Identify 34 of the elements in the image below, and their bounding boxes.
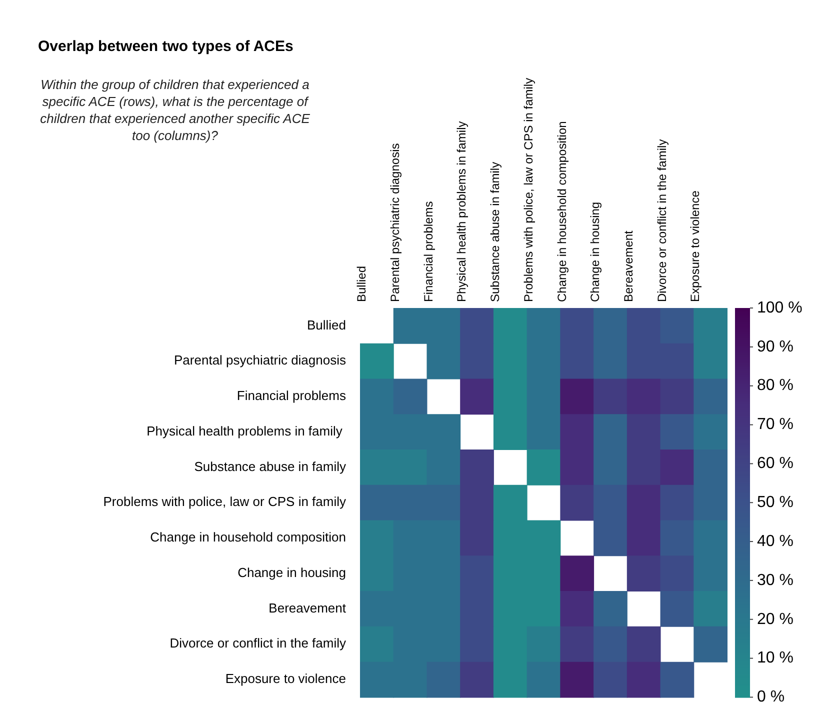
- y-tick-label: Bullied: [306, 317, 346, 332]
- y-tick-label: Physical health problems in family: [146, 423, 346, 438]
- x-tick-label: Change in household composition: [554, 121, 569, 302]
- y-tick-label: Change in household composition: [150, 530, 346, 545]
- y-tick-label: Bereavement: [268, 600, 346, 616]
- x-tick-label: Substance abuse in family: [488, 162, 502, 302]
- y-tick-label: Divorce or conflict in the family: [170, 636, 346, 651]
- color-bar-label: 30 %: [757, 572, 794, 589]
- x-tick-label: Bereavement: [622, 230, 636, 302]
- x-tick-label: Bullied: [354, 266, 369, 302]
- color-bar-label: 0 %: [757, 688, 785, 706]
- color-bar-label: 70 %: [757, 416, 794, 434]
- x-tick-label: Exposure to violence: [688, 190, 702, 302]
- x-tick-label: Change in housing: [588, 202, 602, 302]
- x-tick-label: Divorce or conflict in the family: [654, 139, 669, 302]
- y-tick-label: Parental psychiatric diagnosis: [174, 352, 346, 368]
- y-tick-label: Problems with police, law or CPS in family: [103, 494, 346, 510]
- color-bar-label: 50 %: [757, 494, 794, 512]
- text: Within the group of children that experienced a specific ACE (rows), what is the percentage of children that experienced another specific ACE too (columns)?: [40, 76, 310, 144]
- color-bar-label: 10 %: [757, 650, 794, 667]
- x-tick-label: Problems with police, law or CPS in family: [521, 78, 536, 302]
- x-tick-label: Financial problems: [421, 201, 436, 302]
- color-bar-label: 40 %: [757, 532, 794, 550]
- color-bar-label: 90 %: [757, 338, 794, 356]
- text: Overlap between two types of ACEs: [38, 38, 294, 55]
- color-bar-label: 60 %: [757, 455, 794, 472]
- x-tick-label: Physical health problems in family: [454, 121, 469, 302]
- y-tick-label: Substance abuse in family: [194, 458, 346, 474]
- y-tick-label: Change in housing: [238, 564, 346, 580]
- y-tick-label: Exposure to violence: [225, 671, 346, 686]
- color-bar-label: 20 %: [757, 610, 794, 628]
- color-bar-label: 80 %: [757, 377, 794, 394]
- y-tick-label: Financial problems: [236, 388, 346, 404]
- color-bar-label: 100 %: [757, 299, 802, 316]
